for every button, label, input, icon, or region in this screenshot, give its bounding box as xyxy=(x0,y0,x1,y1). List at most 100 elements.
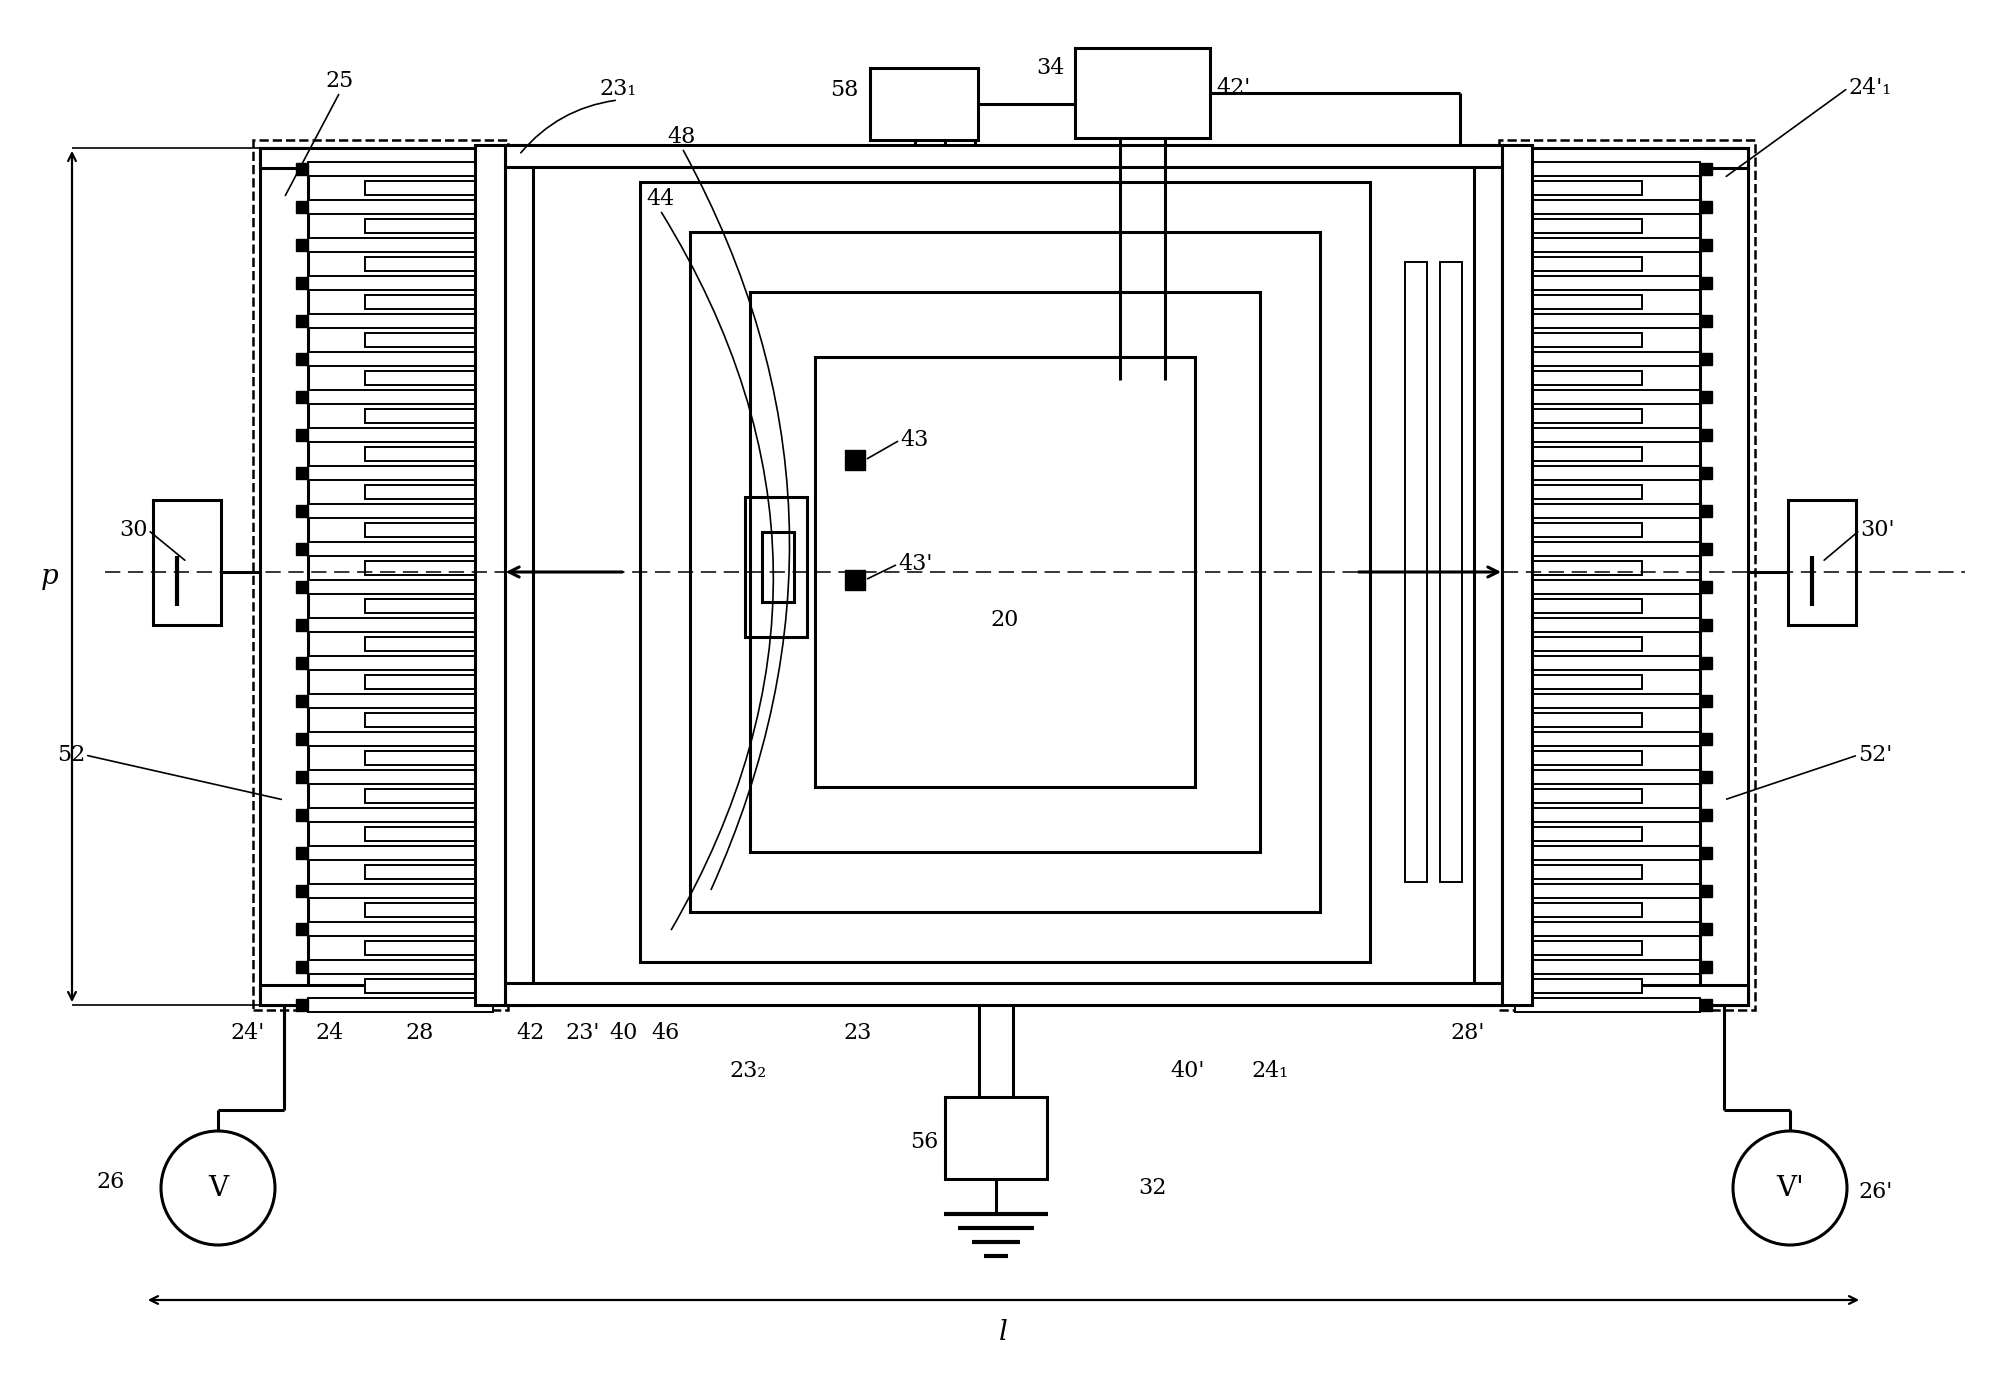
Polygon shape xyxy=(1700,163,1712,175)
Bar xyxy=(745,497,807,637)
Text: 52': 52' xyxy=(1858,744,1893,766)
Text: 24': 24' xyxy=(231,1022,265,1045)
Text: 30': 30' xyxy=(1860,520,1895,542)
Bar xyxy=(1515,617,1700,633)
Polygon shape xyxy=(1700,657,1712,668)
Polygon shape xyxy=(1700,847,1712,858)
Polygon shape xyxy=(295,847,307,858)
Polygon shape xyxy=(295,543,307,555)
Bar xyxy=(1439,262,1461,882)
Bar xyxy=(365,941,506,955)
Polygon shape xyxy=(1700,504,1712,517)
Bar xyxy=(307,695,494,708)
Text: 24: 24 xyxy=(315,1022,343,1045)
Text: 23₂: 23₂ xyxy=(729,1060,767,1082)
Polygon shape xyxy=(1700,999,1712,1011)
Bar xyxy=(1501,181,1642,196)
Polygon shape xyxy=(295,277,307,289)
Bar xyxy=(365,446,506,462)
Bar xyxy=(365,295,506,309)
Bar xyxy=(1501,219,1642,233)
Bar xyxy=(365,599,506,613)
Text: 48: 48 xyxy=(668,125,696,147)
Polygon shape xyxy=(295,504,307,517)
Text: 28': 28' xyxy=(1451,1022,1485,1045)
Text: 40': 40' xyxy=(1170,1060,1206,1082)
Bar xyxy=(1501,827,1642,841)
Polygon shape xyxy=(1700,809,1712,821)
Text: 26': 26' xyxy=(1858,1181,1893,1203)
Bar xyxy=(1515,960,1700,974)
Bar xyxy=(365,790,506,803)
Bar xyxy=(307,885,494,898)
Bar xyxy=(1513,985,1748,1005)
Circle shape xyxy=(1732,1131,1846,1244)
Bar xyxy=(1515,542,1700,555)
Polygon shape xyxy=(1700,543,1712,555)
Text: V': V' xyxy=(1776,1174,1804,1202)
Bar xyxy=(690,232,1321,912)
Bar xyxy=(365,751,506,765)
Bar xyxy=(1501,371,1642,384)
Bar xyxy=(1515,808,1700,823)
Bar xyxy=(1515,390,1700,404)
Bar xyxy=(365,219,506,233)
Bar xyxy=(307,200,494,214)
Polygon shape xyxy=(1700,733,1712,745)
Bar xyxy=(307,770,494,784)
Bar xyxy=(1515,314,1700,328)
Bar xyxy=(945,1097,1048,1180)
Bar xyxy=(640,182,1371,962)
Bar xyxy=(815,357,1194,787)
Polygon shape xyxy=(1700,772,1712,783)
Polygon shape xyxy=(295,923,307,936)
Bar xyxy=(307,922,494,936)
Bar xyxy=(1513,147,1748,168)
Polygon shape xyxy=(1700,619,1712,631)
Bar xyxy=(1501,712,1642,728)
Polygon shape xyxy=(295,582,307,593)
Bar xyxy=(307,390,494,404)
Bar xyxy=(869,68,977,141)
Bar xyxy=(365,712,506,728)
Bar xyxy=(1515,580,1700,594)
Polygon shape xyxy=(1700,885,1712,897)
Bar xyxy=(261,147,307,1005)
Text: 23': 23' xyxy=(566,1022,600,1045)
Polygon shape xyxy=(1700,201,1712,214)
Text: 25: 25 xyxy=(325,70,353,92)
Bar xyxy=(307,846,494,860)
Text: 20: 20 xyxy=(991,609,1020,631)
Polygon shape xyxy=(1700,277,1712,289)
Bar xyxy=(153,500,221,626)
Text: 58: 58 xyxy=(829,79,859,101)
Polygon shape xyxy=(295,353,307,365)
Polygon shape xyxy=(295,429,307,441)
Text: 30: 30 xyxy=(120,520,149,542)
Polygon shape xyxy=(1700,960,1712,973)
Bar xyxy=(307,617,494,633)
Bar xyxy=(365,485,506,499)
Bar xyxy=(365,524,506,537)
Bar xyxy=(1501,561,1642,575)
Bar xyxy=(1515,351,1700,367)
Polygon shape xyxy=(1700,582,1712,593)
Polygon shape xyxy=(295,809,307,821)
Polygon shape xyxy=(1700,238,1712,251)
Bar xyxy=(1501,599,1642,613)
Text: 56: 56 xyxy=(909,1131,937,1153)
Polygon shape xyxy=(295,619,307,631)
Bar xyxy=(1515,163,1700,176)
Text: 43: 43 xyxy=(899,429,929,451)
Polygon shape xyxy=(1700,353,1712,365)
Bar xyxy=(1515,998,1700,1011)
Text: 23: 23 xyxy=(843,1022,873,1045)
Bar xyxy=(307,314,494,328)
Polygon shape xyxy=(1700,923,1712,936)
Bar xyxy=(1499,141,1754,1010)
Bar xyxy=(365,409,506,423)
Bar xyxy=(307,504,494,518)
Bar xyxy=(1501,790,1642,803)
Bar xyxy=(1515,238,1700,252)
Polygon shape xyxy=(295,201,307,214)
